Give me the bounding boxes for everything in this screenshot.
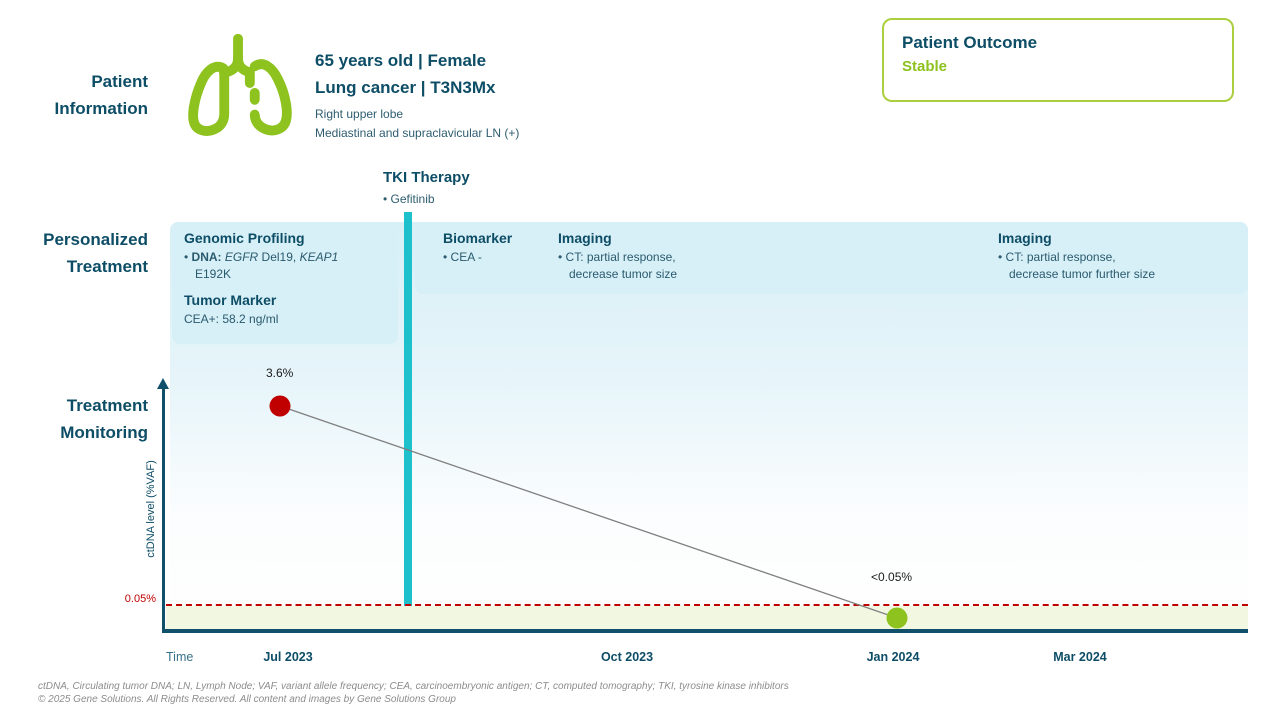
footer-copyright: © 2025 Gene Solutions. All Rights Reserv… — [38, 694, 456, 705]
y-axis-arrow — [157, 378, 169, 389]
patient-info-block: 65 years old | Female Lung cancer | T3N3… — [315, 47, 519, 143]
data-point-jul2023 — [269, 395, 291, 417]
imaging-1-line1: CT: partial response, — [558, 249, 677, 266]
imaging-block-2: Imaging CT: partial response, decrease t… — [998, 230, 1155, 283]
genomic-profiling-block: Genomic Profiling DNA: EGFR Del19, KEAP1… — [184, 230, 392, 328]
patient-outcome-title: Patient Outcome — [902, 33, 1038, 52]
time-axis-label: Time — [166, 650, 194, 664]
imaging-block-1: Imaging CT: partial response, decrease t… — [558, 230, 677, 283]
patient-outcome-box: Patient Outcome Stable — [882, 18, 1234, 102]
patient-detail-lobe: Right upper lobe — [315, 107, 404, 121]
trend-line — [279, 405, 898, 619]
genomic-profiling-dna: DNA: EGFR Del19, KEAP1 — [184, 249, 392, 266]
patient-age-sex: 65 years old | Female — [315, 51, 487, 70]
personalized-treatment-label: Personalized Treatment — [43, 230, 148, 276]
detection-limit-band — [166, 606, 1248, 629]
tumor-marker-value: CEA+: 58.2 ng/ml — [184, 312, 279, 326]
y-axis — [162, 388, 165, 633]
genomic-profiling-title: Genomic Profiling — [184, 230, 305, 246]
x-axis — [162, 629, 1248, 633]
patient-outcome-value: Stable — [902, 58, 948, 75]
tick-mar-2024: Mar 2024 — [1053, 650, 1107, 664]
patient-information-label: Patient Information — [54, 72, 149, 118]
imaging-1-line2: decrease tumor size — [569, 267, 678, 281]
biomarker-value: CEA - — [443, 249, 512, 266]
tumor-marker-title: Tumor Marker — [184, 292, 277, 308]
point-label-1: 3.6% — [266, 366, 294, 380]
imaging-2-title: Imaging — [998, 230, 1052, 246]
tick-jul-2023: Jul 2023 — [263, 650, 313, 664]
genomic-profiling-variant: E192K — [195, 267, 232, 281]
biomarker-title: Biomarker — [443, 230, 513, 246]
tick-jan-2024: Jan 2024 — [866, 650, 920, 664]
tki-therapy-title: TKI Therapy — [383, 169, 470, 186]
patient-diagnosis: Lung cancer | T3N3Mx — [315, 78, 496, 97]
tki-therapy-drug: Gefitinib — [383, 192, 435, 206]
tick-oct-2023: Oct 2023 — [600, 650, 654, 664]
imaging-1-title: Imaging — [558, 230, 612, 246]
genomic-profiling-box — [172, 222, 398, 344]
therapy-start-divider — [404, 212, 412, 632]
lungs-icon — [188, 33, 292, 136]
point-label-2: <0.05% — [871, 570, 913, 584]
threshold-dashed-line — [166, 604, 1248, 606]
data-point-jan2024 — [886, 607, 908, 629]
patient-detail-ln: Mediastinal and supraclavicular LN (+) — [315, 126, 520, 140]
threshold-label: 0.05% — [124, 593, 156, 605]
footer-abbreviations: ctDNA, Circulating tumor DNA; LN, Lymph … — [38, 681, 789, 692]
biomarker-block: Biomarker CEA - — [443, 230, 512, 266]
treatment-monitoring-label: Treatment Monitoring — [60, 396, 148, 442]
imaging-2-line1: CT: partial response, — [998, 249, 1155, 266]
imaging-2-line2: decrease tumor further size — [1009, 267, 1156, 281]
